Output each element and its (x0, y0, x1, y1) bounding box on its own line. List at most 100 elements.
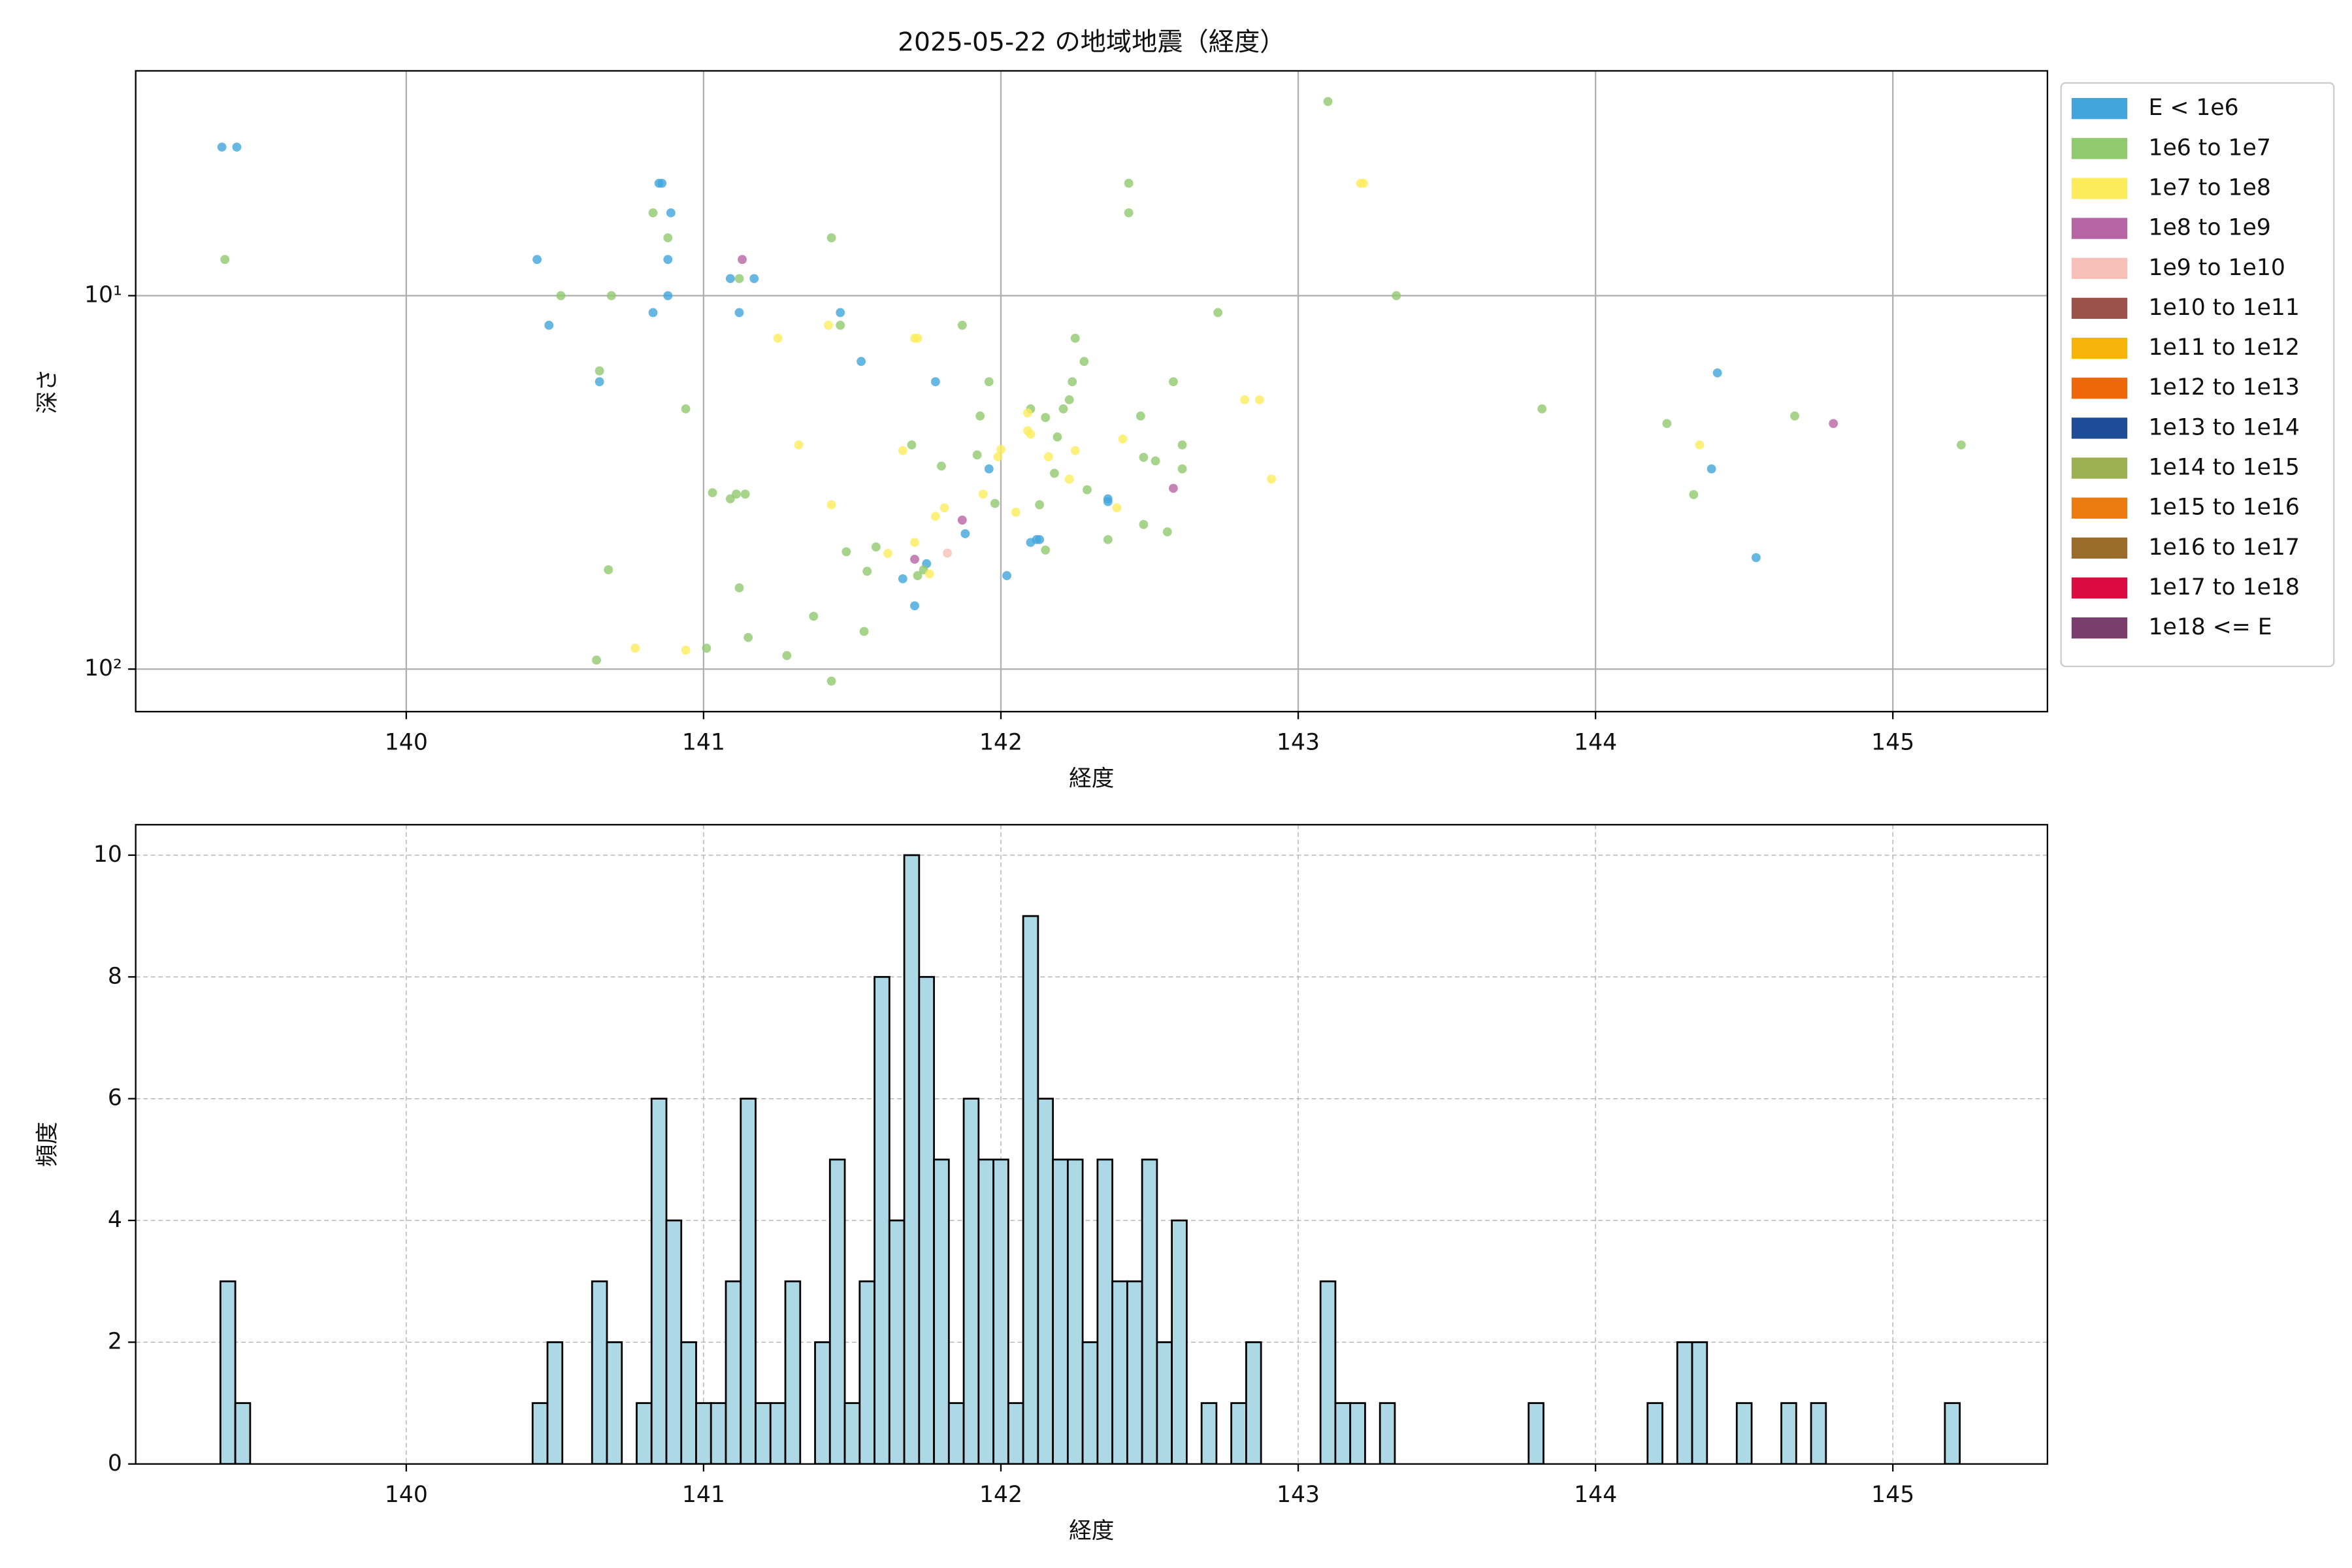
bar (531, 1402, 549, 1464)
legend-swatch (2071, 378, 2128, 399)
point (1254, 395, 1264, 404)
point (1323, 97, 1333, 106)
bar (933, 1158, 950, 1464)
bar (1735, 1402, 1753, 1464)
legend-label: 1e15 to 1e16 (2148, 495, 2299, 521)
point (910, 555, 919, 564)
plot-area (220, 854, 1961, 1464)
point (1083, 485, 1092, 495)
bar (546, 1341, 564, 1464)
point (913, 571, 923, 580)
bar (1126, 1280, 1143, 1464)
bar (888, 1219, 906, 1464)
point (1124, 208, 1134, 218)
bar (1646, 1402, 1663, 1464)
point (859, 627, 869, 636)
point (1041, 413, 1051, 423)
point (898, 446, 907, 455)
point (898, 574, 907, 583)
point (666, 208, 676, 218)
bar (1111, 1280, 1128, 1464)
point (1118, 434, 1128, 444)
point (826, 676, 836, 686)
point (725, 274, 735, 284)
point (960, 529, 970, 538)
legend-label: 1e16 to 1e17 (2148, 534, 2299, 561)
point (1956, 440, 1966, 449)
y-tick-label: 10 (93, 841, 122, 868)
point (990, 498, 1000, 508)
bar (1230, 1402, 1247, 1464)
legend-swatch (2071, 218, 2128, 239)
bar (1691, 1341, 1708, 1464)
point (1112, 503, 1122, 513)
point (702, 644, 711, 653)
bar (1334, 1402, 1352, 1464)
axes-frame (135, 70, 2048, 713)
point (937, 461, 946, 471)
point (663, 291, 673, 301)
point (857, 357, 866, 367)
bar (874, 975, 890, 1464)
point (1049, 468, 1059, 478)
legend-swatch (2071, 457, 2128, 479)
point (648, 308, 658, 318)
bar (710, 1402, 727, 1464)
point (1213, 308, 1223, 318)
point (910, 601, 919, 611)
bar (1081, 1341, 1099, 1464)
point (663, 233, 673, 242)
point (930, 377, 940, 387)
legend-swatch (2071, 297, 2128, 319)
point (734, 274, 744, 284)
bar (1527, 1402, 1544, 1464)
bar (695, 1402, 712, 1464)
point (663, 255, 673, 265)
y-tick-label: 10¹ (84, 282, 122, 308)
bar (1156, 1341, 1173, 1464)
point (217, 142, 227, 152)
point (1707, 464, 1716, 474)
legend-label: 1e17 to 1e18 (2148, 574, 2299, 600)
point (1392, 291, 1401, 301)
point (794, 440, 804, 449)
legend-box (2060, 82, 2335, 668)
bar (1066, 1158, 1084, 1464)
bar (903, 854, 921, 1464)
x-axis-label: 経度 (1069, 1518, 1114, 1544)
point (975, 411, 985, 421)
legend-label: 1e13 to 1e14 (2148, 414, 2299, 440)
point (1695, 440, 1705, 449)
bar (1810, 1402, 1827, 1464)
bar (1037, 1098, 1054, 1464)
point (984, 377, 994, 387)
point (1103, 534, 1113, 544)
point (1041, 545, 1051, 555)
x-tick-label: 145 (1871, 730, 1914, 756)
bar (784, 1280, 802, 1464)
point (1070, 446, 1080, 455)
point (1026, 429, 1036, 439)
x-axis-label: 経度 (1069, 766, 1114, 792)
point (1070, 333, 1080, 343)
point (740, 489, 750, 499)
point (1240, 395, 1250, 404)
point (1135, 411, 1145, 421)
legend-label: 1e14 to 1e15 (2148, 455, 2299, 481)
bar (591, 1280, 608, 1464)
point (595, 366, 604, 376)
point (913, 333, 923, 343)
y-tick-label: 6 (108, 1085, 122, 1111)
bar (1319, 1280, 1337, 1464)
point (1751, 553, 1761, 563)
point (681, 404, 691, 414)
bar (918, 975, 935, 1464)
point (993, 452, 1003, 462)
point (1103, 497, 1113, 506)
x-tick-label: 141 (682, 730, 725, 756)
bar (636, 1402, 653, 1464)
legend-swatch (2071, 617, 2128, 639)
point (862, 566, 872, 576)
point (826, 233, 836, 242)
